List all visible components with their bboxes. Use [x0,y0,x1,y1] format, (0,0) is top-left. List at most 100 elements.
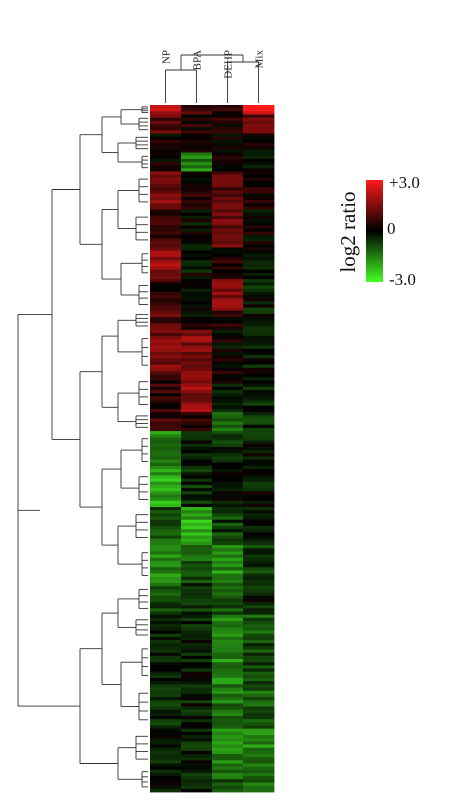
heatmap-cell [150,168,182,172]
heatmap-cell [150,450,182,454]
heatmap-cell [181,459,213,464]
heatmap-cell [243,598,275,603]
heatmap-cell [212,218,244,223]
heatmap-cell [181,247,213,252]
heatmap-cell [243,472,275,476]
heatmap-cell [212,472,244,476]
heatmap-cell [150,307,182,312]
heatmap-cell [212,408,244,413]
heatmap-cell [243,719,275,723]
heatmap-cell [181,567,213,571]
heatmap-cell [150,405,182,410]
heatmap-cell [243,636,275,641]
heatmap-cell [212,383,244,388]
heatmap-cell [212,728,244,733]
heatmap-cell [181,155,213,160]
heatmap-cell [212,234,244,239]
heatmap-cell [181,427,213,432]
heatmap-cell [243,459,275,464]
heatmap-cell [243,345,275,350]
heatmap-cell [181,779,213,783]
heatmap-cell [181,674,213,679]
heatmap-cell [212,155,244,160]
heatmap-cell [181,526,213,530]
heatmap-cell [212,136,244,141]
heatmap-cell [150,342,182,347]
heatmap-cell [212,355,244,359]
heatmap-cell [181,678,213,682]
heatmap-cell [243,415,275,419]
heatmap-cell [150,728,182,733]
heatmap-cell [212,548,244,552]
heatmap-cell [243,139,275,144]
heatmap-cell [181,146,213,150]
column-label: NP [161,50,173,64]
heatmap-cell [243,560,275,565]
legend-tick-high: +3.0 [389,173,420,192]
heatmap-cell [243,187,275,191]
heatmap-cell [243,155,275,160]
heatmap-cell [150,222,182,226]
heatmap-cell [181,228,213,233]
heatmap-cell [243,573,275,578]
heatmap-cell [150,190,182,195]
heatmap-cell [243,374,275,378]
heatmap-cell [243,294,275,299]
heatmap-cell [212,785,244,790]
heatmap-cell [150,177,182,182]
heatmap-cell [243,263,275,267]
heatmap-cell [150,671,182,676]
heatmap-cell [181,703,213,707]
heatmap-cell [243,317,275,321]
heatmap-cell [150,627,182,631]
heatmap-cell [181,355,213,359]
heatmap-cell [150,722,182,726]
heatmap-cell [181,649,213,654]
heatmap-cell [181,744,213,749]
heatmap-cell [243,355,275,359]
heatmap-cell [212,592,244,597]
heatmap-cell [243,380,275,384]
heatmap-cell [150,329,182,334]
heatmap-cell [243,640,275,644]
heatmap-cell [212,108,244,112]
heatmap-cell [212,788,244,793]
heatmap-cell [212,541,244,546]
heatmap-cell [181,557,213,562]
heatmap-cell [243,703,275,707]
heatmap-cell [150,465,182,470]
heatmap-cell [243,301,275,305]
heatmap-cell [243,389,275,394]
heatmap-cell [212,453,244,457]
heatmap-cell [150,149,182,153]
heatmap-cell [243,149,275,153]
heatmap-cell [181,367,213,372]
heatmap-cell [150,218,182,223]
heatmap-cell [243,228,275,233]
heatmap-cell [181,234,213,239]
heatmap-cell [150,402,182,407]
heatmap-cell [181,617,213,622]
heatmap-cell [212,266,244,271]
heatmap-cell [150,659,182,663]
heatmap-cell [181,250,213,255]
heatmap-cell [212,130,244,134]
heatmap-cell [243,412,275,416]
heatmap-cell [181,326,213,331]
heatmap-cell [150,225,182,229]
heatmap-cell [212,769,244,774]
heatmap-cell [243,285,275,290]
heatmap-cell [212,665,244,669]
heatmap-cell [212,367,244,372]
heatmap-cell [243,602,275,606]
heatmap-cell [212,310,244,315]
heatmap-cell [181,408,213,413]
heatmap-cell [243,367,275,372]
heatmap-cell [181,608,213,612]
heatmap-cell [212,494,244,498]
heatmap-cell [150,256,182,261]
heatmap-cell [150,244,182,248]
heatmap-cell [243,250,275,255]
heatmap-cell [243,329,275,334]
